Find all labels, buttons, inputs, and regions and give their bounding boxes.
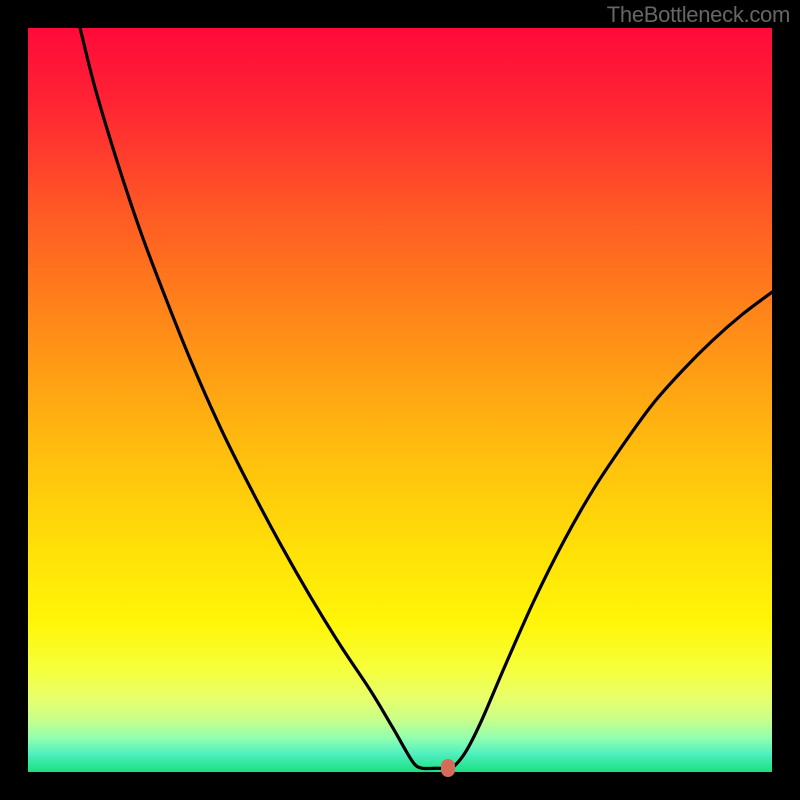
optimum-marker	[441, 759, 455, 777]
watermark-text: TheBottleneck.com	[607, 2, 790, 28]
plot-area	[28, 28, 772, 772]
bottleneck-curve	[28, 28, 772, 772]
